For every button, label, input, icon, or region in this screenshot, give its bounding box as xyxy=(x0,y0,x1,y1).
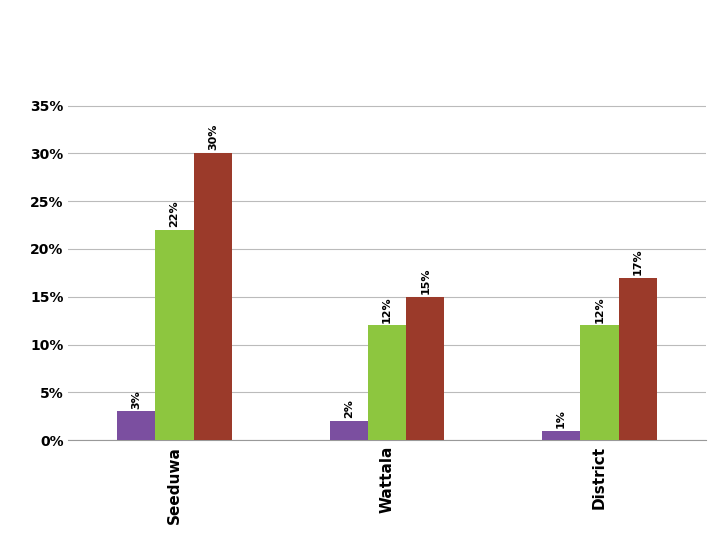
Bar xyxy=(194,153,232,440)
Text: 17%: 17% xyxy=(633,248,643,275)
Bar xyxy=(618,278,657,440)
Text: 22%: 22% xyxy=(170,200,179,227)
Text: 1%: 1% xyxy=(556,409,566,428)
Text: % of children with Calculus: % of children with Calculus xyxy=(18,31,442,59)
Text: 3%: 3% xyxy=(131,390,141,409)
Bar xyxy=(580,326,618,440)
Text: 2%: 2% xyxy=(343,399,354,418)
Bar xyxy=(406,296,444,440)
Bar xyxy=(156,230,194,440)
Text: 12%: 12% xyxy=(382,296,392,322)
Bar xyxy=(330,421,368,440)
Bar xyxy=(117,411,156,440)
Bar xyxy=(542,430,580,440)
Text: 30%: 30% xyxy=(208,124,218,151)
Text: 15%: 15% xyxy=(420,267,431,294)
Text: 12%: 12% xyxy=(595,296,604,322)
Text: (out of screened): (out of screened) xyxy=(439,39,600,57)
Bar xyxy=(368,326,406,440)
